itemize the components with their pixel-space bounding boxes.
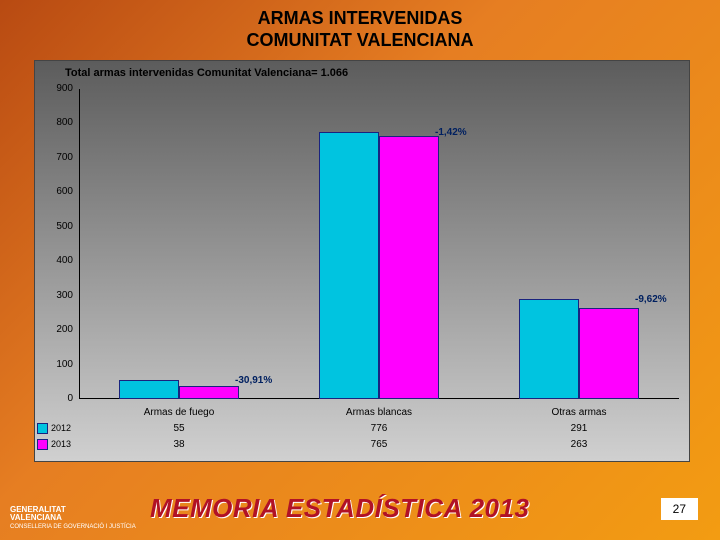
legend-entry: 2012	[37, 423, 71, 434]
legend-entry: 2013	[37, 439, 71, 450]
y-tick: 700	[43, 152, 73, 163]
pct-label: -9,62%	[635, 294, 667, 305]
title-line-2: COMUNITAT VALENCIANA	[247, 30, 474, 50]
y-tick: 600	[43, 186, 73, 197]
legend-label: 2012	[51, 423, 71, 433]
footer: GENERALITAT VALENCIANA CONSELLERIA DE GO…	[0, 472, 720, 540]
y-axis	[79, 89, 80, 399]
value-cell: 765	[279, 439, 479, 450]
category-label: Armas blancas	[279, 407, 479, 418]
legend-label: 2013	[51, 439, 71, 449]
logo-subtitle: CONSELLERIA DE GOVERNACIÓ I JUSTÍCIA	[10, 524, 136, 530]
value-cell: 38	[79, 439, 279, 450]
value-cell: 776	[279, 423, 479, 434]
y-tick: 800	[43, 117, 73, 128]
pct-label: -30,91%	[235, 375, 272, 386]
title-line-1: ARMAS INTERVENIDAS	[258, 8, 463, 28]
category-label: Otras armas	[479, 407, 679, 418]
y-tick: 200	[43, 324, 73, 335]
legend-swatch	[37, 439, 48, 450]
slide-root: ARMAS INTERVENIDAS COMUNITAT VALENCIANA …	[0, 0, 720, 540]
value-cell: 263	[479, 439, 679, 450]
y-tick: 900	[43, 83, 73, 94]
bar	[579, 308, 639, 399]
bar	[119, 380, 179, 399]
y-tick: 0	[43, 393, 73, 404]
y-tick: 400	[43, 255, 73, 266]
plot-area: 0100200300400500600700800900 -30,91%-1,4…	[79, 89, 679, 399]
bar	[179, 386, 239, 399]
y-tick: 300	[43, 290, 73, 301]
bar	[379, 136, 439, 400]
generalitat-logo: GENERALITAT VALENCIANA CONSELLERIA DE GO…	[10, 506, 136, 530]
y-tick: 100	[43, 359, 73, 370]
footer-title: MEMORIA ESTADÍSTICA 2013	[150, 493, 529, 524]
page-number: 27	[661, 498, 698, 520]
logo-line-2: VALENCIANA	[10, 513, 62, 522]
value-cell: 291	[479, 423, 679, 434]
chart-area: Total armas intervenidas Comunitat Valen…	[34, 60, 690, 462]
value-cell: 55	[79, 423, 279, 434]
bar	[319, 132, 379, 399]
pct-label: -1,42%	[435, 127, 467, 138]
legend-swatch	[37, 423, 48, 434]
bar	[519, 299, 579, 399]
chart-subtitle: Total armas intervenidas Comunitat Valen…	[65, 67, 348, 79]
category-label: Armas de fuego	[79, 407, 279, 418]
main-title: ARMAS INTERVENIDAS COMUNITAT VALENCIANA	[0, 8, 720, 51]
y-tick: 500	[43, 221, 73, 232]
